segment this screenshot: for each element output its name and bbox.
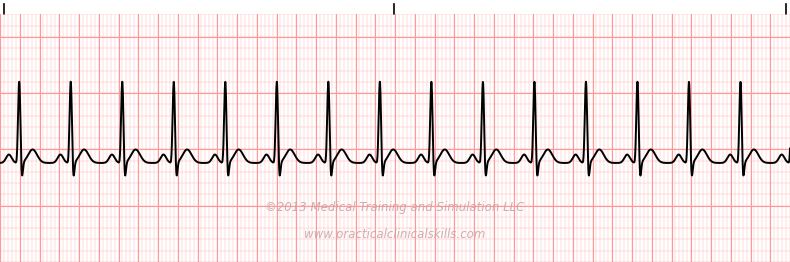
Text: www.practicalclinicalskills.com: www.practicalclinicalskills.com xyxy=(304,228,486,241)
Text: ©2013 Medical Training and Simulation LLC: ©2013 Medical Training and Simulation LL… xyxy=(265,201,525,214)
